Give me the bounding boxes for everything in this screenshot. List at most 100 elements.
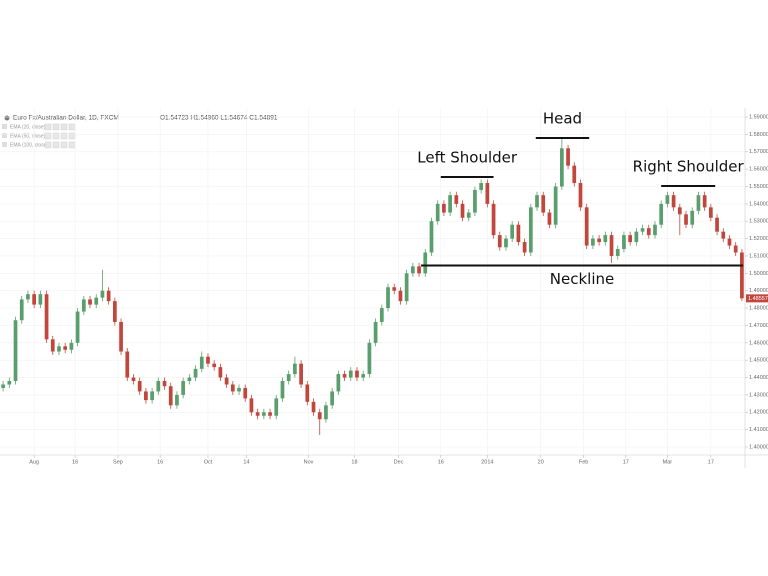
- candle-body: [404, 273, 409, 302]
- candle-body: [535, 195, 539, 208]
- indicator-button: [68, 132, 76, 140]
- candle-body: [516, 224, 521, 243]
- candle-body: [243, 387, 248, 399]
- candle-body: [609, 235, 614, 256]
- indicator-button: [60, 123, 68, 131]
- candle-body: [19, 299, 24, 321]
- candle-body: [696, 195, 701, 211]
- x-tick-label: 14: [243, 459, 249, 465]
- candle-body: [193, 368, 198, 378]
- x-tick-label: Feb: [579, 459, 588, 465]
- candle-body: [504, 238, 508, 248]
- x-tick-label: 17: [623, 459, 629, 465]
- indicator-button: [60, 141, 68, 149]
- candle-body: [280, 381, 285, 399]
- candle-body: [497, 235, 502, 248]
- candle-body: [13, 320, 18, 382]
- candle-body: [106, 290, 111, 302]
- candle-body: [218, 367, 223, 378]
- candle-body: [634, 231, 639, 243]
- candle-body: [144, 391, 148, 401]
- candle-body: [435, 203, 440, 222]
- candle-body: [293, 363, 297, 375]
- symbol-icon: [4, 115, 10, 121]
- indicator-button: [68, 141, 76, 149]
- indicator-label: EMA (50, close): [10, 133, 46, 139]
- candle-body: [112, 301, 117, 322]
- indicator-swatch: [2, 133, 7, 138]
- candle-body: [206, 356, 210, 364]
- candle-body: [702, 195, 707, 208]
- candle-body: [628, 235, 633, 243]
- x-tick-label: Aug: [29, 459, 39, 465]
- y-tick-label: 1.45000: [749, 358, 768, 364]
- indicator-button: [44, 132, 52, 140]
- x-tick-label: 18: [351, 459, 357, 465]
- candle-body: [547, 212, 552, 225]
- indicator-label: EMA (20, close): [10, 124, 46, 130]
- candle-body: [355, 370, 359, 378]
- y-tick-label: 1.40000: [749, 444, 768, 450]
- y-tick-label: 1.53000: [749, 219, 768, 225]
- candle-body: [373, 321, 378, 343]
- candle-body: [330, 391, 335, 406]
- candle-body: [249, 398, 254, 413]
- x-tick-label: 20: [538, 459, 544, 465]
- candle-body: [597, 238, 601, 243]
- candle-body: [721, 231, 726, 239]
- candle-body: [175, 394, 179, 406]
- indicator-button: [52, 132, 60, 140]
- annotation-label: Neckline: [550, 270, 614, 288]
- candle-body: [522, 242, 527, 253]
- candle-body: [578, 183, 583, 208]
- indicator-button: [52, 141, 60, 149]
- candle-body: [7, 381, 12, 385]
- indicator-button: [60, 132, 68, 140]
- candle-body: [584, 207, 589, 246]
- candle-body: [317, 412, 322, 420]
- candle-body: [708, 207, 713, 218]
- candle-body: [361, 374, 366, 378]
- y-tick-label: 1.50000: [749, 271, 768, 277]
- candle-body: [69, 342, 74, 350]
- x-tick-label: Nov: [304, 459, 314, 465]
- x-tick-label: 17: [708, 459, 714, 465]
- candle-body: [690, 210, 695, 225]
- y-tick-label: 1.52000: [749, 236, 768, 242]
- candle-body: [50, 339, 55, 352]
- candle-body: [671, 195, 676, 208]
- candle-body: [44, 294, 49, 340]
- candle-body: [57, 346, 61, 352]
- x-tick-label: Sep: [113, 459, 123, 465]
- indicator-button: [52, 123, 60, 131]
- candle-body: [268, 412, 272, 416]
- candle-body: [32, 294, 37, 305]
- candle-body: [88, 299, 92, 305]
- candle-body: [181, 381, 186, 395]
- candle-body: [491, 203, 496, 236]
- candle-body: [26, 294, 30, 300]
- candle-body: [740, 252, 744, 299]
- candle-body: [286, 374, 291, 382]
- y-tick-label: 1.48000: [749, 306, 768, 312]
- candle-body: [485, 183, 490, 204]
- candle-body: [454, 195, 459, 204]
- candle-body: [100, 290, 105, 298]
- x-tick-label: Dec: [394, 459, 404, 465]
- y-tick-label: 1.46000: [749, 340, 768, 346]
- candle-body: [199, 356, 204, 369]
- candle-body: [646, 228, 651, 236]
- symbol-title: Euro Fx/Australian Dollar, 1D, FXCM: [13, 115, 119, 122]
- y-tick-label: 1.43000: [749, 392, 768, 398]
- candle-body: [137, 381, 142, 392]
- candle-body: [311, 401, 316, 413]
- candle-body: [38, 294, 43, 305]
- candle-body: [653, 224, 657, 236]
- candle-body: [566, 148, 570, 166]
- candle-body: [640, 228, 645, 232]
- x-tick-label: 2014: [481, 459, 493, 465]
- x-tick-label: Mar: [663, 459, 673, 465]
- candle-body: [255, 412, 260, 416]
- last-price-label: 1.48557: [748, 296, 768, 302]
